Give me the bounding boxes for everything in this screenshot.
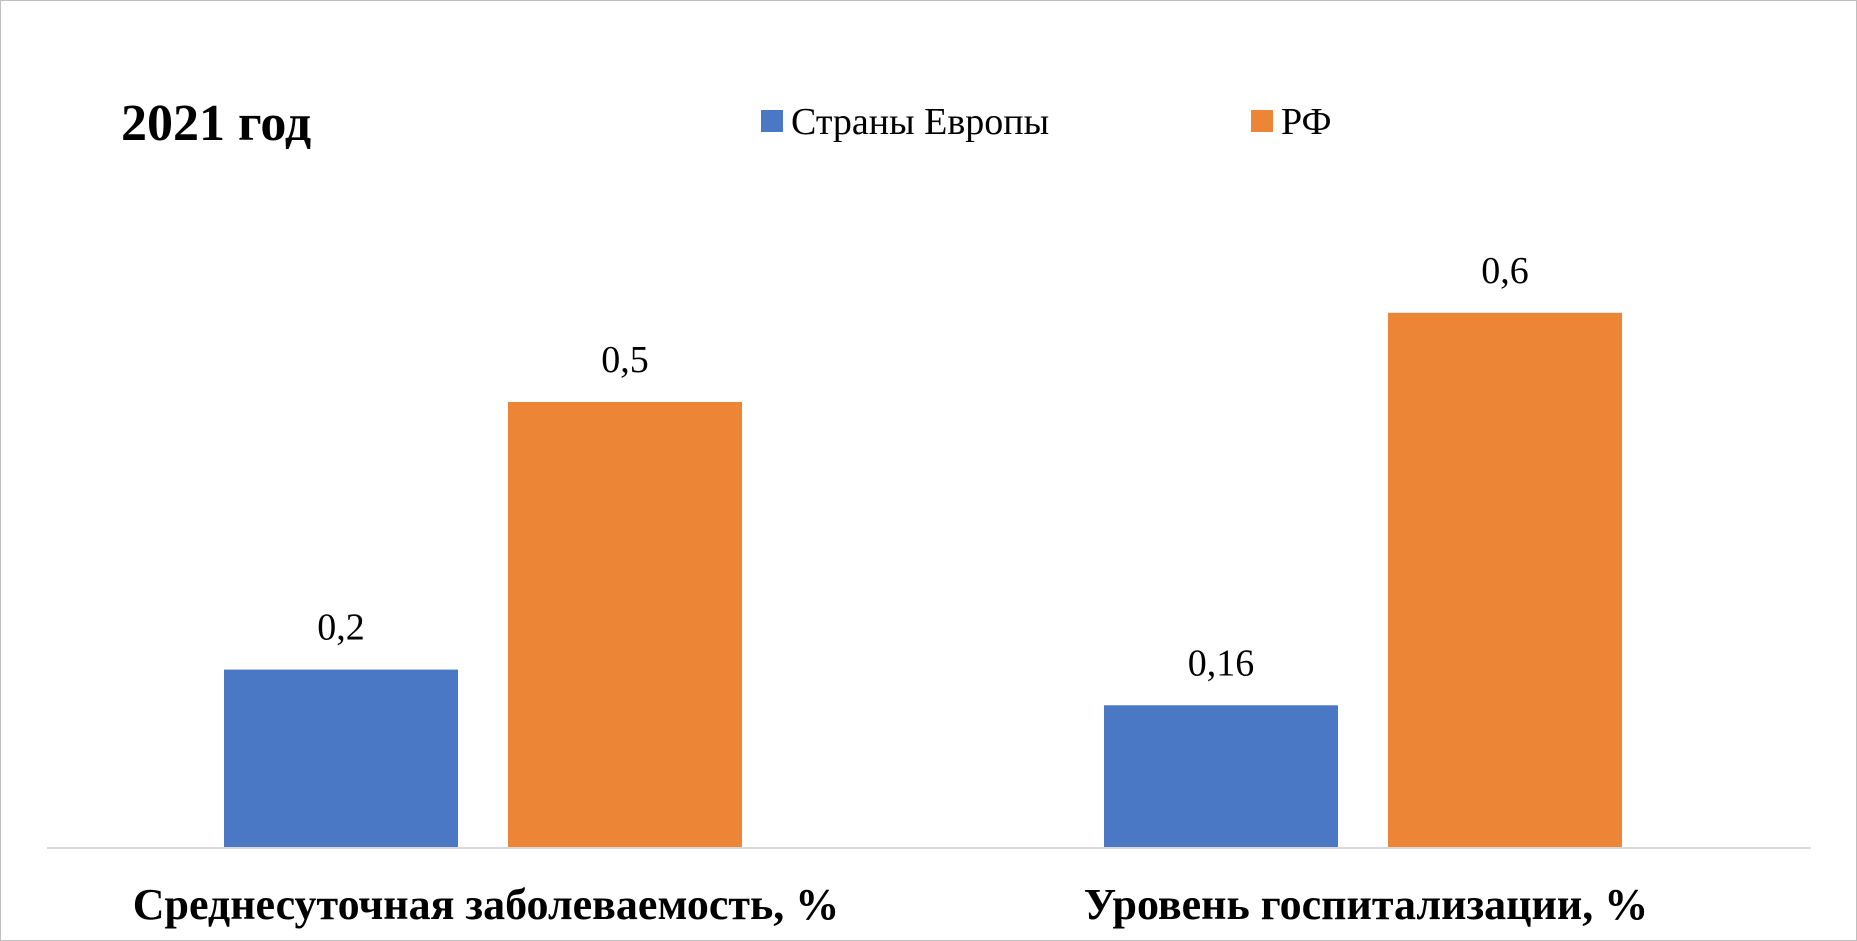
category-labels: Среднесуточная заболеваемость, % Уровень … (133, 880, 1648, 929)
legend-label-1: Страны Европы (791, 101, 1049, 143)
chart-title: 2021 год (121, 95, 311, 152)
legend: Страны Европы РФ (761, 101, 1332, 143)
category-label-1: Среднесуточная заболеваемость, % (133, 880, 840, 929)
data-labels: 0,2 0,5 0,16 0,6 (317, 250, 1529, 684)
bar-1-2 (508, 402, 742, 848)
legend-swatch-2 (1251, 110, 1273, 132)
legend-label-2: РФ (1281, 101, 1332, 143)
bars (224, 312, 1622, 848)
bar-2-2 (1388, 312, 1622, 848)
data-label-1-1: 0,2 (317, 607, 365, 649)
bar-2-1 (1104, 705, 1338, 848)
data-label-1-2: 0,5 (601, 339, 649, 381)
bar-1-1 (224, 669, 458, 848)
legend-swatch-1 (761, 110, 783, 132)
data-label-2-1: 0,16 (1188, 642, 1255, 684)
data-label-2-2: 0,6 (1481, 250, 1529, 292)
category-label-2: Уровень госпитализации, % (1084, 880, 1648, 929)
